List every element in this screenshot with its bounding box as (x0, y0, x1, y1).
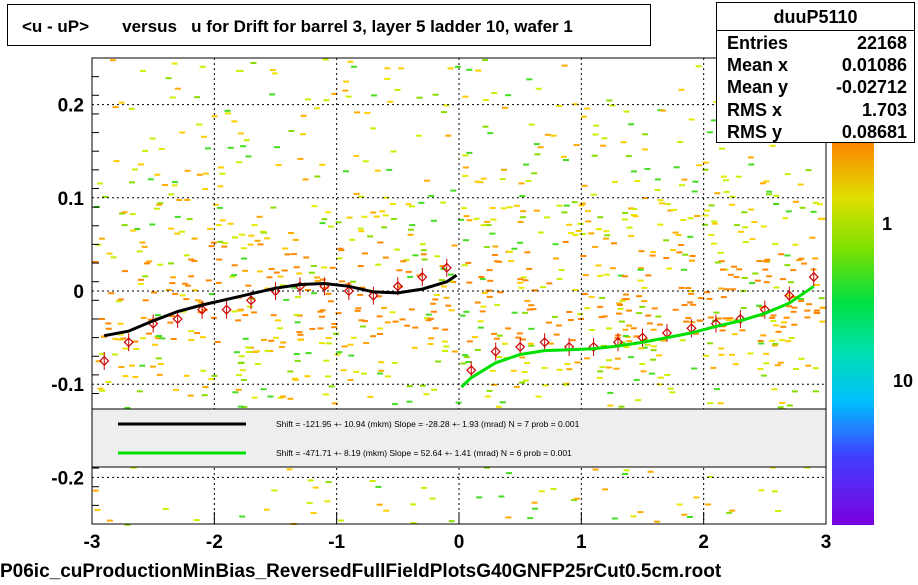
x-tick-label: -3 (84, 532, 101, 553)
stats-value: 1.703 (861, 100, 907, 120)
profile-point (808, 271, 819, 283)
colorbar-label-10: 10 (893, 371, 913, 391)
density-heatmap (92, 58, 826, 526)
profile-point (123, 337, 134, 348)
profile-point (99, 355, 110, 366)
stats-value: -0.02712 (835, 77, 907, 97)
x-tick-label: 1 (576, 532, 587, 553)
profile-point (245, 295, 257, 306)
fit-line-right (460, 285, 815, 389)
x-tick-label: 3 (821, 532, 832, 553)
profile-point (197, 304, 208, 315)
stats-row-mean-x: Mean x 0.01086 (727, 55, 907, 77)
colorbar-label-1: 1 (882, 214, 892, 234)
profile-point (368, 290, 379, 301)
x-tick-label: -2 (206, 532, 223, 553)
stats-row-entries: Entries 22168 (727, 33, 907, 55)
y-tick-label: -0.2 (51, 468, 84, 489)
profile-point (343, 285, 354, 297)
stats-label: RMS x (727, 100, 783, 120)
file-footer: P06ic_cuProductionMinBias_ReversedFullFi… (0, 561, 722, 582)
legend-text-1: Shift = -121.95 +- 10.94 (mkm) Slope = -… (276, 419, 580, 429)
grid-lines (92, 58, 826, 524)
profile-point (686, 323, 697, 334)
stats-label: Mean x (727, 55, 789, 75)
fit-line-left (103, 273, 458, 338)
profile-point (539, 337, 550, 348)
profile-point (490, 346, 501, 357)
profile-point (515, 341, 526, 353)
x-tick-label: 0 (454, 532, 465, 553)
stats-label: RMS y (727, 122, 783, 142)
profile-point (221, 304, 232, 315)
legend-text-2: Shift = -471.71 +- 8.19 (mkm) Slope = 52… (276, 448, 572, 458)
stats-label: Entries (727, 33, 789, 53)
y-tick-label: -0.1 (51, 375, 84, 396)
stats-row-mean-y: Mean y -0.02712 (727, 77, 907, 99)
x-tick-label: -1 (328, 532, 345, 553)
profile-point (441, 262, 452, 273)
profile-point (637, 332, 648, 343)
y-tick-label: 0.2 (58, 96, 84, 117)
stats-row-rms-x: RMS x 1.703 (727, 100, 907, 122)
chart-title-box: <u - uP> versus u for Drift for barrel 3… (7, 4, 651, 46)
stats-row-rms-y: RMS y 0.08681 (727, 122, 907, 144)
stats-name: duuP5110 (773, 7, 858, 27)
axes: -3 -2 -1 0 1 2 3 -0.2 -0.1 0 0.1 0.2 (51, 57, 832, 553)
stats-divider (717, 30, 914, 31)
profile-point (417, 271, 428, 283)
stats-value: 22168 (856, 33, 907, 53)
profile-point (784, 290, 795, 301)
legend-box: Shift = -121.95 +- 10.94 (mkm) Slope = -… (91, 408, 827, 468)
profile-point (172, 313, 183, 325)
stats-value: 0.01086 (841, 55, 907, 75)
profile-point (392, 281, 403, 292)
y-tick-label: 0.1 (58, 189, 85, 210)
data-series (99, 258, 819, 389)
stats-value: 0.08681 (841, 122, 907, 142)
x-tick-label: 2 (698, 532, 709, 553)
profile-point (661, 327, 673, 339)
chart-title: <u - uP> versus u for Drift for barrel 3… (22, 17, 573, 36)
stats-label: Mean y (727, 77, 789, 97)
color-scale-bar: 1 10 0 (832, 54, 913, 525)
y-tick-label: 0 (73, 282, 84, 303)
stats-box: duuP5110 Entries 22168 Mean x 0.01086 Me… (716, 2, 915, 143)
profile-point (466, 365, 477, 376)
